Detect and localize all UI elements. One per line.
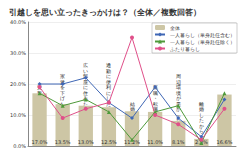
svg-text:賃: 賃 (60, 78, 66, 85)
svg-text:周: 周 (175, 73, 181, 80)
svg-text:引越しを思い立ったきっかけは？（全体／複数回答）: 引越しを思い立ったきっかけは？（全体／複数回答） (9, 7, 201, 17)
svg-text:た: た (198, 117, 204, 124)
svg-text:部: 部 (83, 73, 89, 80)
svg-text:12.5%: 12.5% (101, 139, 117, 145)
svg-text:16.6%: 16.6% (216, 139, 232, 145)
svg-text:い: い (83, 67, 89, 74)
svg-text:13.5%: 13.5% (55, 139, 71, 145)
svg-text:新: 新 (37, 90, 42, 96)
svg-text:環: 環 (175, 84, 181, 91)
svg-text:勤: 勤 (106, 67, 112, 74)
svg-text:ふたり暮らし: ふたり暮らし (169, 46, 200, 52)
svg-text:10.0%: 10.0% (10, 112, 26, 118)
svg-text:家: 家 (60, 73, 66, 80)
svg-text:た: た (60, 100, 66, 107)
svg-text:13.0%: 13.0% (78, 139, 94, 145)
svg-text:に: に (83, 84, 89, 91)
svg-text:転: 転 (152, 100, 158, 107)
svg-text:就: 就 (152, 84, 158, 91)
svg-text:20.0%: 20.0% (10, 81, 26, 87)
svg-text:離: 離 (198, 100, 204, 107)
svg-text:下: 下 (60, 89, 66, 96)
svg-text:職: 職 (152, 89, 158, 96)
svg-text:み: み (83, 95, 89, 102)
svg-text:全体: 全体 (170, 25, 180, 31)
svg-text:境: 境 (175, 89, 181, 96)
svg-text:に: に (106, 89, 112, 96)
svg-text:住: 住 (83, 89, 89, 96)
svg-text:利: 利 (106, 84, 112, 91)
svg-text:げ: げ (60, 95, 66, 102)
svg-text:広: 広 (83, 62, 89, 69)
svg-text:か: か (198, 122, 204, 129)
svg-text:便: 便 (106, 78, 112, 85)
svg-text:11.0%: 11.0% (147, 139, 163, 145)
svg-text:結: 結 (129, 100, 135, 107)
svg-text:た: た (83, 100, 89, 107)
svg-text:2.3%: 2.3% (195, 139, 208, 145)
svg-text:悪: 悪 (175, 100, 181, 107)
svg-text:11.2%: 11.2% (124, 139, 140, 145)
svg-text:30.0%: 30.0% (10, 50, 26, 56)
svg-text:辺: 辺 (175, 78, 181, 85)
svg-text:一人暮らし（単身赴任除く）: 一人暮らし（単身赴任除く） (170, 39, 235, 45)
svg-text:ら: ら (198, 128, 204, 135)
svg-text:更: 更 (37, 84, 43, 91)
svg-text:に: に (106, 73, 112, 80)
svg-text:通: 通 (106, 62, 112, 69)
svg-text:17.0%: 17.0% (32, 139, 48, 145)
svg-text:婚: 婚 (198, 106, 204, 113)
svg-text:が: が (175, 95, 181, 102)
svg-text:40.0%: 40.0% (10, 19, 26, 25)
svg-text:し: し (198, 111, 204, 118)
svg-text:8.1%: 8.1% (172, 139, 185, 145)
svg-text:婚: 婚 (129, 106, 135, 113)
svg-text:0.0%: 0.0% (13, 143, 26, 149)
svg-text:っ: っ (175, 111, 181, 118)
svg-text:一人暮らし（単身赴任含む）: 一人暮らし（単身赴任含む） (170, 32, 235, 38)
